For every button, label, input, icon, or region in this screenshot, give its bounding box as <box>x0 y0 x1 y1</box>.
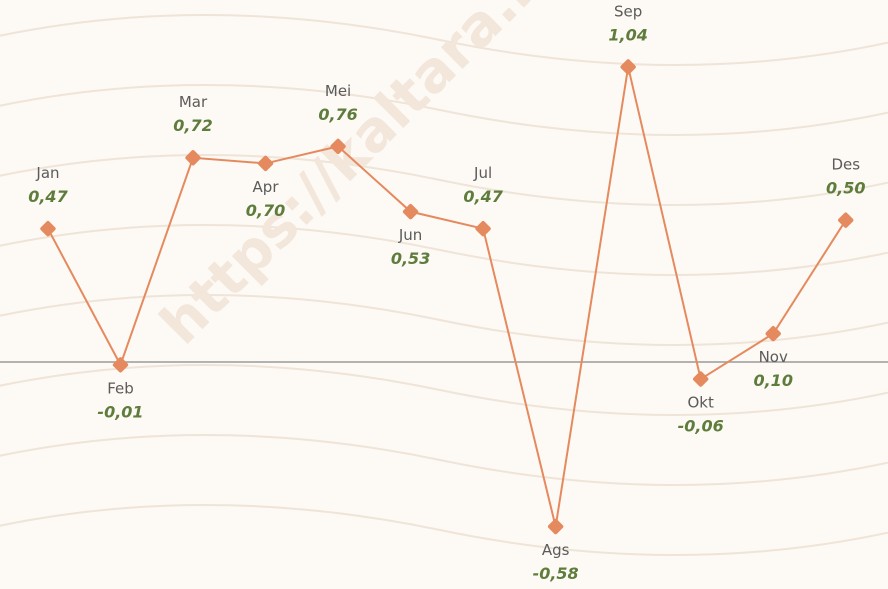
category-label: Des <box>831 156 860 174</box>
category-label: Okt <box>688 394 714 412</box>
value-label: 0,72 <box>173 116 212 135</box>
category-label: Sep <box>614 2 642 20</box>
category-label: Jan <box>35 164 59 182</box>
marker <box>765 325 781 342</box>
value-label: 0,50 <box>826 179 865 198</box>
marker <box>620 59 636 75</box>
value-label: 0,10 <box>753 371 792 390</box>
value-label: -0,01 <box>97 402 143 421</box>
marker <box>838 212 854 228</box>
category-label: Nov <box>759 348 788 366</box>
value-label: -0,58 <box>533 564 579 583</box>
series-line <box>47 66 847 527</box>
marker <box>475 221 491 237</box>
marker <box>330 138 346 155</box>
marker <box>112 357 129 373</box>
marker <box>547 518 564 535</box>
category-label: Ags <box>542 541 570 559</box>
category-label: Mar <box>179 93 208 111</box>
value-label: 0,76 <box>318 105 357 124</box>
marker <box>402 203 419 220</box>
marker <box>185 150 201 166</box>
marker <box>40 221 56 237</box>
category-label: Apr <box>253 178 280 196</box>
marker <box>693 371 709 387</box>
category-label: Feb <box>107 379 134 397</box>
category-label: Mei <box>325 82 351 100</box>
category-label: Jun <box>398 226 422 244</box>
value-label: 0,53 <box>391 249 430 268</box>
value-label: 0,70 <box>246 201 285 220</box>
marker <box>257 155 274 172</box>
value-label: -0,06 <box>678 417 724 436</box>
value-label: 0,47 <box>463 187 503 206</box>
value-label: 1,04 <box>608 25 647 44</box>
category-label: Jul <box>473 164 492 182</box>
value-label: 0,47 <box>28 187 68 206</box>
